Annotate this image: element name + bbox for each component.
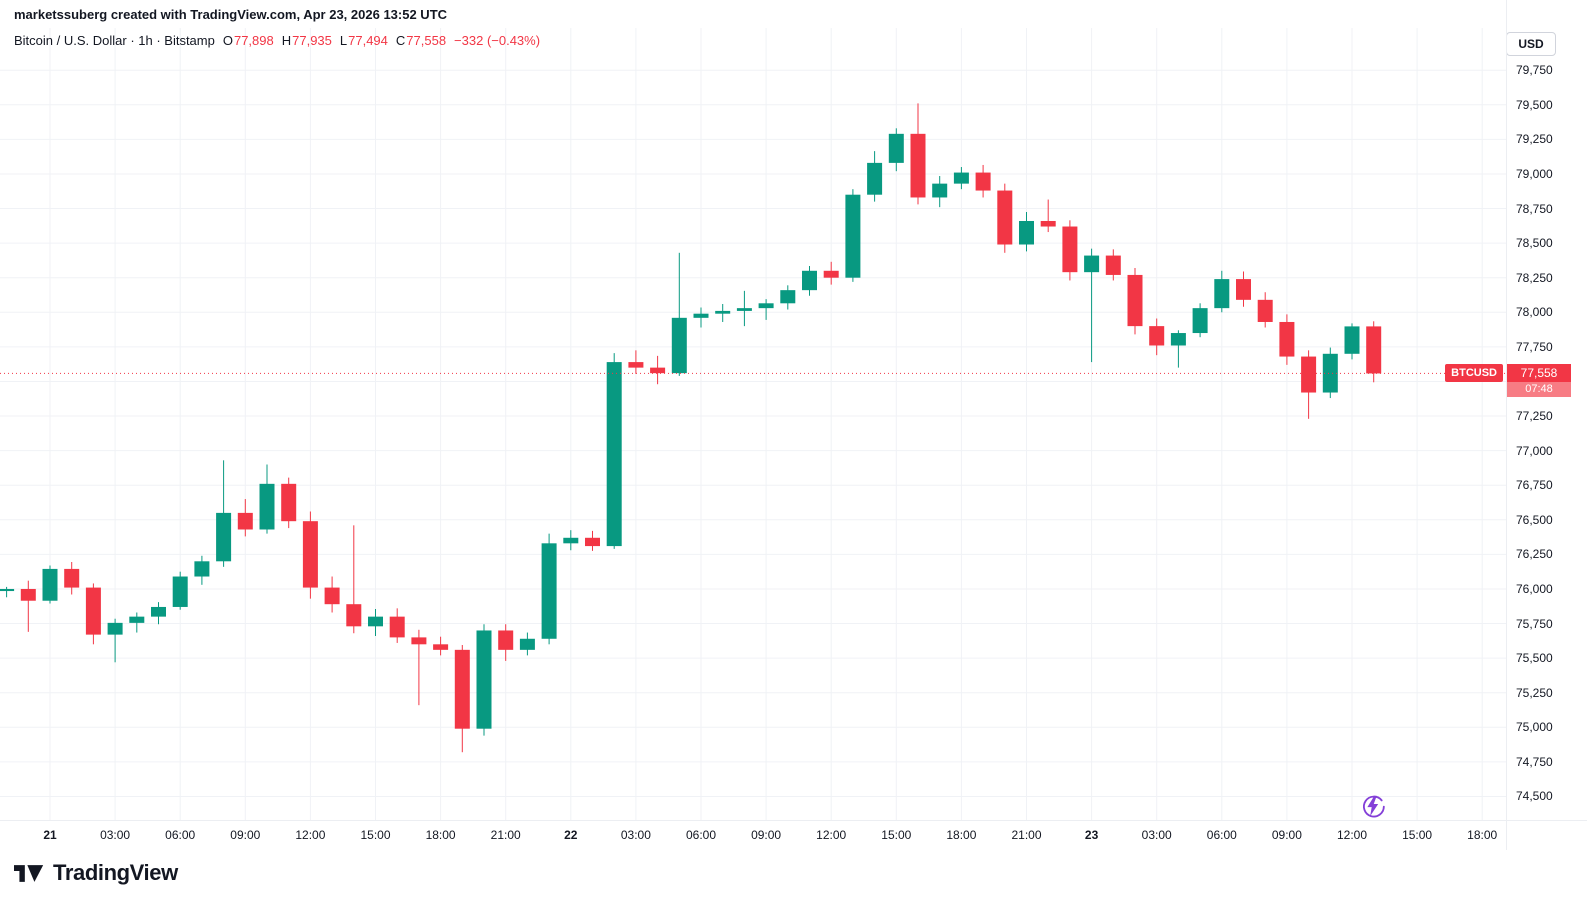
ohlc-open-value: 77,898	[233, 33, 274, 48]
price-tick-label: 76,500	[1516, 512, 1553, 527]
time-tick-label: 09:00	[230, 828, 261, 842]
grid-lines	[0, 28, 1506, 820]
time-tick-label: 03:00	[620, 828, 651, 842]
price-tick-label: 75,750	[1516, 616, 1553, 631]
price-tick-label: 76,250	[1516, 547, 1553, 562]
price-tick-label: 77,000	[1516, 443, 1553, 458]
ohlc-close-label: C	[395, 33, 406, 48]
candle-countdown-badge: 07:48	[1507, 382, 1571, 398]
time-tick-label: 03:00	[1141, 828, 1172, 842]
time-tick-label: 12:00	[1336, 828, 1368, 842]
price-tick-label: 79,750	[1516, 63, 1553, 78]
time-axis[interactable]: 21 03:00 06:00 09:00 12:00 15:00 18:00 21:00 22 0…	[0, 820, 1587, 855]
symbol-legend: Bitcoin / U.S. Dollar · 1h · Bitstamp O7…	[14, 33, 540, 48]
price-tick-label: 75,250	[1516, 685, 1553, 700]
time-tick-label: 15:00	[1402, 828, 1433, 842]
price-tick-label: 79,250	[1516, 132, 1553, 147]
tradingview-logo-mark	[14, 861, 44, 886]
time-tick-label: 22	[564, 828, 578, 842]
price-tick-label: 79,500	[1516, 97, 1553, 112]
price-tick-label: 78,000	[1516, 305, 1553, 320]
ohlc-low-label: L	[339, 33, 348, 48]
ohlc-close-value: 77,558	[406, 33, 447, 48]
time-tick-label: 12:00	[816, 828, 847, 842]
currency-toggle-button[interactable]: USD	[1506, 32, 1556, 56]
time-tick-label: 06:00	[685, 828, 717, 842]
attribution-text: marketssuberg created with TradingView.c…	[14, 7, 448, 22]
price-tick-label: 76,000	[1516, 581, 1553, 596]
ohlc-low: L77,494	[340, 33, 388, 48]
price-tick-label: 77,250	[1516, 409, 1553, 424]
time-tick-label: 06:00	[165, 828, 196, 842]
tradingview-logo[interactable]: TradingView	[14, 860, 178, 886]
time-tick-label: 15:00	[360, 828, 391, 842]
symbol-title[interactable]: Bitcoin / U.S. Dollar · 1h · Bitstamp	[14, 33, 215, 48]
price-tick-label: 74,500	[1516, 789, 1553, 804]
time-tick-label: 21	[43, 828, 57, 842]
time-tick-label: 21:00	[1011, 828, 1042, 842]
ohlc-high-value: 77,935	[292, 33, 332, 48]
time-tick-label: 18:00	[425, 828, 456, 842]
price-tick-label: 75,000	[1516, 720, 1553, 735]
ohlc-low-value: 77,494	[348, 33, 388, 48]
price-tick-label: 78,250	[1516, 270, 1553, 285]
ohlc-close: C77,558	[396, 33, 446, 48]
time-tick-label: 09:00	[751, 828, 782, 842]
lightning-sparkle-icon[interactable]	[1360, 793, 1386, 819]
ohlc-open: O77,898	[223, 33, 274, 48]
price-tick-label: 78,750	[1516, 201, 1553, 216]
time-tick-label: 15:00	[881, 828, 912, 842]
time-tick-label: 18:00	[1467, 828, 1498, 842]
time-tick-label: 06:00	[1206, 828, 1237, 842]
price-axis[interactable]: 79,750 79,500 79,250 79,000 78,750 78,500 78,2…	[1506, 0, 1587, 850]
time-tick-label: 09:00	[1271, 828, 1302, 842]
ohlc-high-label: H	[281, 33, 292, 48]
time-tick-label: 18:00	[946, 828, 977, 842]
candles-layer	[0, 103, 1382, 753]
price-tick-label: 76,750	[1516, 478, 1553, 493]
price-tick-label: 77,750	[1516, 339, 1553, 354]
time-tick-label: 03:00	[100, 828, 131, 842]
tradingview-logo-text: TradingView	[53, 860, 178, 885]
change-value: −332 (−0.43%)	[454, 33, 541, 48]
ohlc-open-label: O	[222, 33, 233, 48]
candlestick-chart[interactable]	[0, 0, 1587, 850]
price-tick-label: 75,500	[1516, 651, 1553, 666]
price-tick-label: 78,500	[1516, 236, 1553, 251]
price-line-symbol-badge: BTCUSD	[1445, 364, 1503, 383]
last-price-badge: 77,558	[1507, 364, 1571, 383]
price-tick-label: 79,000	[1516, 166, 1553, 181]
price-tick-label: 74,750	[1516, 754, 1553, 769]
time-tick-label: 23	[1084, 828, 1099, 842]
ohlc-high: H77,935	[282, 33, 332, 48]
time-tick-label: 12:00	[295, 828, 326, 842]
time-tick-label: 21:00	[490, 828, 521, 842]
